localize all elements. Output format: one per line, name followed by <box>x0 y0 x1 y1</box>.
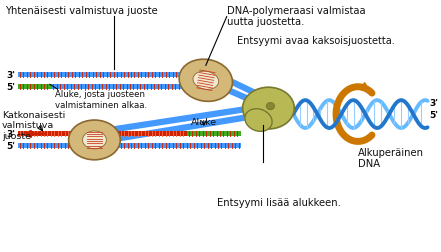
Bar <box>18 132 187 137</box>
Ellipse shape <box>193 72 219 90</box>
Text: Alkuperäinen
DNA: Alkuperäinen DNA <box>358 147 424 169</box>
Bar <box>18 84 52 89</box>
Ellipse shape <box>69 120 120 160</box>
Text: DNA-polymeraasi valmistaa
uutta juostetta.: DNA-polymeraasi valmistaa uutta juostett… <box>227 6 365 27</box>
Text: 3': 3' <box>6 71 15 79</box>
Text: Aluke: Aluke <box>191 118 217 127</box>
Text: Entsyymi avaa kaksoisjuostetta.: Entsyymi avaa kaksoisjuostetta. <box>237 35 394 45</box>
Text: Aluke, josta juosteen
valmistaminen alkaa.: Aluke, josta juosteen valmistaminen alka… <box>55 90 147 109</box>
Text: 3': 3' <box>6 130 15 139</box>
Ellipse shape <box>266 103 274 110</box>
Ellipse shape <box>243 88 294 130</box>
Bar <box>18 144 241 149</box>
Text: Entsyymi lisää alukkeen.: Entsyymi lisää alukkeen. <box>217 197 340 207</box>
Text: Yhtenäisesti valmistuva juoste: Yhtenäisesti valmistuva juoste <box>5 6 158 16</box>
Ellipse shape <box>179 60 232 102</box>
Bar <box>52 84 191 89</box>
Ellipse shape <box>82 132 106 149</box>
Text: 3': 3' <box>430 98 438 107</box>
Text: Katkonaisesti
valmistuva
juoste: Katkonaisesti valmistuva juoste <box>2 111 65 140</box>
Bar <box>187 132 241 137</box>
Text: 5': 5' <box>6 82 15 91</box>
Text: 5': 5' <box>430 110 438 119</box>
Bar <box>18 73 191 77</box>
Text: 5': 5' <box>6 142 15 151</box>
Ellipse shape <box>245 109 272 132</box>
